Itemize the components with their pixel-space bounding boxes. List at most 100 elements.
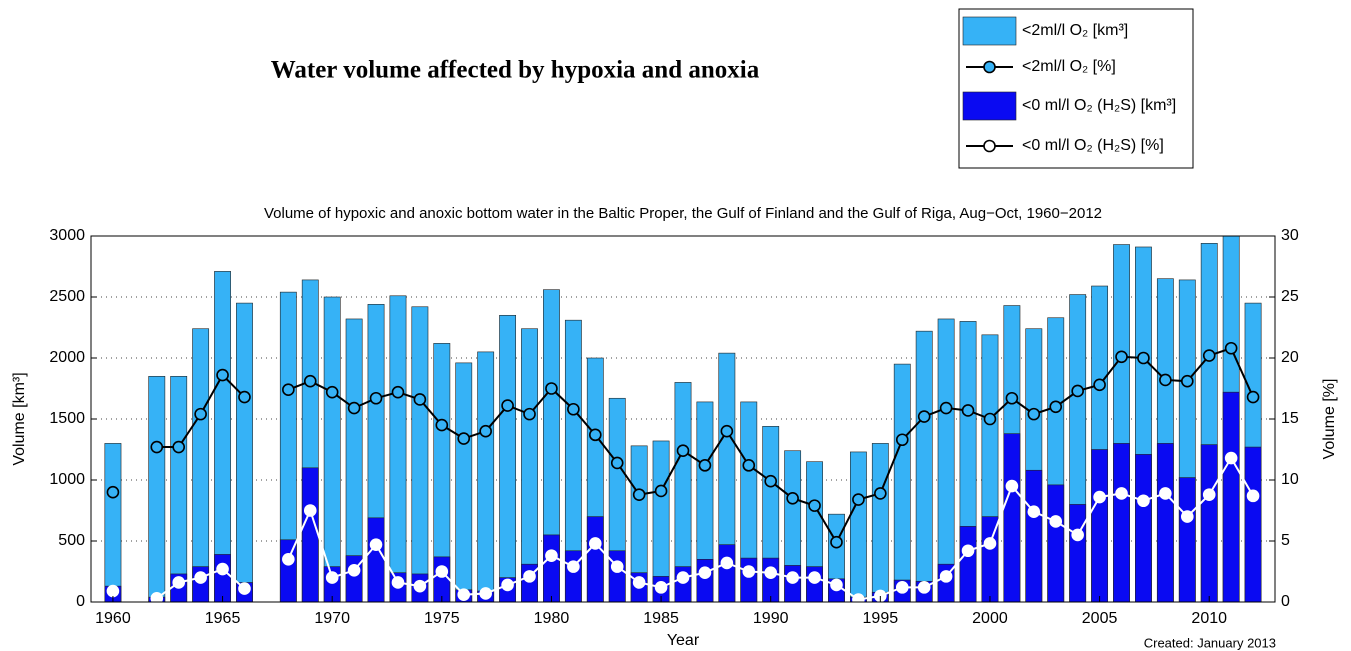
bar bbox=[608, 550, 626, 603]
marker bbox=[545, 549, 558, 562]
y-tick-label: 2500 bbox=[49, 288, 85, 305]
marker bbox=[764, 474, 778, 488]
marker bbox=[588, 428, 602, 442]
marker bbox=[1071, 528, 1084, 542]
y2-tick-label: 15 bbox=[1281, 410, 1299, 427]
bar bbox=[1178, 477, 1196, 603]
marker bbox=[632, 576, 646, 589]
marker bbox=[303, 374, 317, 388]
marker bbox=[917, 581, 931, 594]
bar bbox=[301, 467, 319, 603]
marker bbox=[523, 407, 536, 421]
x-tick-label: 2005 bbox=[1082, 610, 1118, 627]
marker bbox=[347, 401, 361, 415]
y2-tick-label: 30 bbox=[1281, 227, 1299, 244]
bar bbox=[455, 362, 473, 603]
bar bbox=[718, 544, 736, 603]
marker bbox=[282, 383, 295, 397]
marker bbox=[983, 537, 997, 550]
marker bbox=[1180, 374, 1194, 388]
bar bbox=[564, 550, 582, 603]
bar bbox=[214, 271, 231, 603]
bar bbox=[433, 556, 451, 603]
legend-label: <2ml/l O₂ [%] bbox=[1022, 58, 1116, 75]
y-tick-label: 3000 bbox=[49, 227, 85, 244]
bar bbox=[740, 557, 758, 603]
marker bbox=[1115, 350, 1128, 364]
marker bbox=[391, 385, 405, 399]
x-tick-label: 1980 bbox=[534, 610, 570, 627]
marker bbox=[479, 424, 492, 438]
marker bbox=[1159, 373, 1172, 387]
marker bbox=[216, 562, 229, 576]
marker bbox=[654, 581, 668, 594]
marker bbox=[895, 581, 909, 594]
y-tick-label: 0 bbox=[76, 593, 85, 610]
marker bbox=[654, 484, 668, 498]
y-tick-label: 2000 bbox=[49, 349, 85, 366]
marker bbox=[391, 576, 405, 589]
marker bbox=[1115, 487, 1128, 500]
marker bbox=[983, 412, 997, 426]
marker bbox=[1027, 505, 1041, 519]
x-tick-label: 2010 bbox=[1191, 610, 1227, 627]
marker bbox=[676, 444, 690, 458]
marker bbox=[1159, 487, 1172, 500]
bar bbox=[543, 534, 560, 603]
legend-label: <2ml/l O₂ [km³] bbox=[1022, 22, 1128, 39]
x-tick-label: 1960 bbox=[95, 610, 131, 627]
marker bbox=[194, 571, 207, 584]
legend-label: <0 ml/l O₂ (H₂S) [%] bbox=[1022, 137, 1164, 154]
marker bbox=[1180, 510, 1194, 523]
y-tick-label: 1000 bbox=[49, 471, 85, 488]
bar bbox=[893, 363, 911, 603]
marker bbox=[961, 544, 975, 558]
marker bbox=[457, 432, 471, 445]
bar bbox=[937, 318, 955, 603]
bar bbox=[521, 328, 538, 603]
marker bbox=[567, 402, 580, 416]
marker bbox=[939, 401, 953, 415]
marker bbox=[895, 433, 909, 447]
marker bbox=[303, 504, 317, 517]
marker bbox=[413, 393, 427, 406]
marker bbox=[282, 552, 295, 566]
bar bbox=[389, 295, 407, 603]
marker bbox=[764, 566, 778, 580]
marker bbox=[150, 440, 164, 454]
y2-tick-label: 0 bbox=[1281, 593, 1290, 610]
marker bbox=[786, 571, 799, 584]
bar bbox=[279, 539, 297, 603]
chart-subtitle: Volume of hypoxic and anoxic bottom wate… bbox=[264, 205, 1102, 222]
marker bbox=[545, 382, 558, 395]
bar bbox=[915, 330, 933, 603]
marker bbox=[1071, 384, 1084, 398]
marker bbox=[1202, 488, 1216, 501]
legend-swatch bbox=[962, 91, 1017, 121]
marker bbox=[1093, 490, 1106, 504]
bar bbox=[1069, 504, 1087, 603]
marker bbox=[742, 565, 756, 578]
bar bbox=[477, 351, 495, 603]
legend-marker bbox=[983, 60, 996, 74]
marker bbox=[830, 535, 843, 549]
marker bbox=[830, 578, 843, 592]
marker bbox=[325, 385, 339, 399]
x-tick-label: 1985 bbox=[643, 610, 679, 627]
legend-swatch bbox=[962, 16, 1017, 46]
legend-label: <0 ml/l O₂ (H₂S) [km³] bbox=[1022, 97, 1176, 114]
bar bbox=[1244, 446, 1262, 603]
marker bbox=[435, 418, 449, 432]
bar bbox=[170, 375, 188, 603]
marker bbox=[435, 565, 449, 578]
marker bbox=[106, 485, 120, 499]
bar bbox=[1047, 484, 1065, 603]
y2-tick-label: 20 bbox=[1281, 349, 1299, 366]
bar bbox=[1135, 454, 1152, 603]
marker bbox=[172, 576, 186, 589]
bar bbox=[959, 526, 977, 603]
bar bbox=[871, 443, 889, 603]
marker bbox=[720, 424, 734, 438]
x-tick-label: 1965 bbox=[205, 610, 241, 627]
marker bbox=[567, 560, 580, 573]
